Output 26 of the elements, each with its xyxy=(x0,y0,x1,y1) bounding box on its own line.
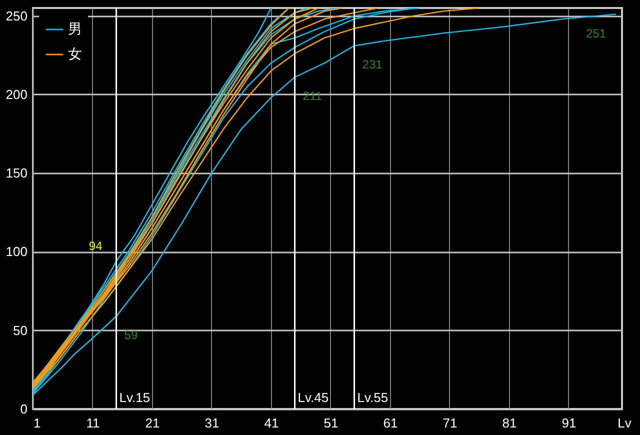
x-tick-label: 31 xyxy=(204,416,220,430)
x-tick-label: 71 xyxy=(442,416,458,430)
annotation: 231 xyxy=(362,58,383,72)
x-tick-label: 1 xyxy=(34,416,41,430)
x-tick-label: 81 xyxy=(502,416,517,430)
x-tick-label: 51 xyxy=(324,416,338,430)
ref-line-label: Lv.55 xyxy=(357,390,388,405)
y-tick-label: 100 xyxy=(6,244,28,260)
legend-label: 女 xyxy=(68,46,82,62)
x-tick-label: 21 xyxy=(145,416,160,430)
y-tick-label: 250 xyxy=(6,8,28,24)
annotation: 94 xyxy=(88,239,103,254)
legend-label: 男 xyxy=(68,20,82,36)
ref-line-label: Lv.45 xyxy=(298,390,329,405)
annotation: 251 xyxy=(586,26,606,40)
y-tick-label: 200 xyxy=(6,86,28,102)
ref-line-label: Lv.15 xyxy=(119,390,150,405)
x-tick-label: 11 xyxy=(86,416,100,430)
y-tick-label: 50 xyxy=(13,322,28,338)
x-tick-label: 61 xyxy=(383,416,398,430)
y-tick-label: 150 xyxy=(6,166,28,181)
annotation: 59 xyxy=(124,328,138,342)
x-axis-title: Lv xyxy=(618,416,632,430)
x-tick-label: 41 xyxy=(264,416,279,430)
x-tick-label: 91 xyxy=(562,416,576,430)
y-tick-label: 0 xyxy=(20,402,28,416)
